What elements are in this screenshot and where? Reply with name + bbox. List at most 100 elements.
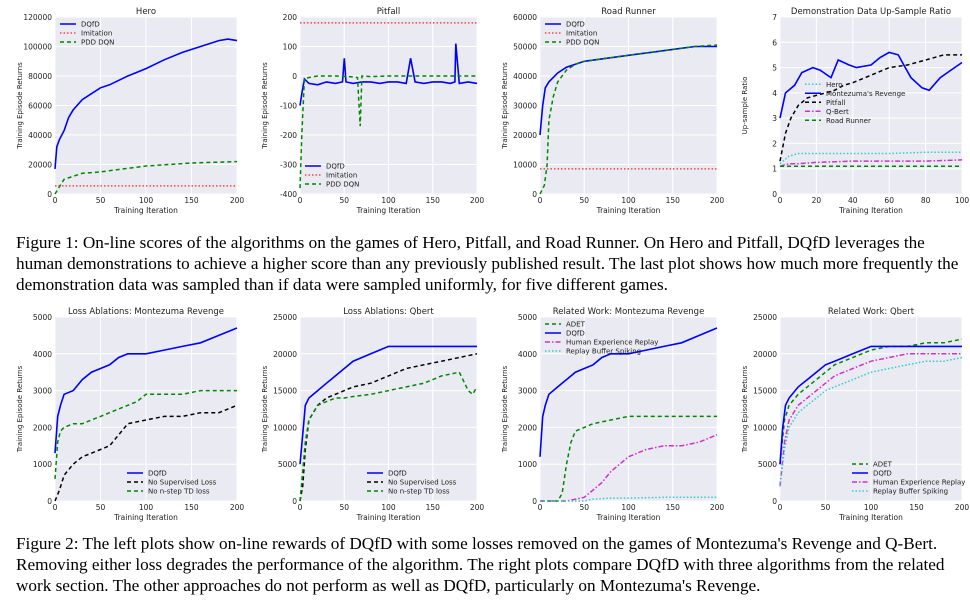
series-line-pdd-dqn	[539, 44, 718, 195]
legend-label-imitation: Imitation	[566, 30, 597, 38]
y-tick-label: 200	[283, 13, 298, 22]
legend-label-dqfd: DQfD	[566, 21, 585, 29]
chart-title: Related Work: Qbert	[828, 307, 915, 317]
x-tick-label: 100	[381, 196, 396, 205]
y-tick-label: 25000	[273, 313, 297, 322]
legend-label-no-n-step-td-loss: No n-step TD loss	[148, 488, 210, 496]
y-axis-label: Training Episode Returns	[261, 365, 269, 453]
chart-title: Pitfall	[377, 7, 401, 17]
series-line-dqfd	[54, 327, 238, 454]
x-axis-label: Training Iteration	[596, 206, 661, 215]
x-tick-label: 150	[184, 503, 199, 512]
x-tick-label: 200	[710, 503, 725, 512]
x-tick-label: 200	[470, 503, 485, 512]
legend-label-dqfd: DQfD	[388, 470, 407, 478]
legend-label-pitfall: Pitfall	[826, 99, 845, 107]
figure-2-row: 0 1000 2000 3000 4000 5000 0 50 100 150 200 Loss Ab…	[0, 300, 970, 525]
x-tick-label: 60	[884, 196, 894, 205]
series-line-dqfd	[539, 327, 718, 457]
y-tick-label: 4	[772, 89, 777, 98]
y-tick-label: 0	[292, 72, 297, 81]
x-tick-label: 150	[426, 503, 441, 512]
series-line-pdd-dqn	[54, 160, 238, 195]
x-axis-label: Training Iteration	[113, 206, 178, 215]
x-tick-label: 50	[339, 196, 349, 205]
y-tick-label: 2000	[33, 423, 52, 432]
series-line-dqfd	[299, 43, 478, 106]
chart-svg: 0 1000 2000 3000 4000 5000 0 50 100 150 200 Related…	[501, 307, 725, 522]
series-line-dqfd	[54, 38, 238, 169]
legend-label-dqfd: DQfD	[81, 21, 100, 29]
series-line-adet	[540, 415, 717, 502]
x-tick-label: 20	[812, 196, 822, 205]
y-tick-label: 2000	[518, 423, 537, 432]
series-line-pitfall	[779, 54, 962, 162]
x-tick-label: 50	[339, 503, 349, 512]
x-tick-label: 50	[579, 503, 589, 512]
x-axis-label: Training Iteration	[838, 206, 903, 215]
series-line-montezuma-s-revenge	[779, 51, 963, 119]
y-tick-label: 20000	[273, 350, 297, 359]
x-tick-label: 0	[53, 503, 58, 512]
y-tick-label: -200	[280, 131, 297, 140]
chart-loss-ablation-montezuma: 0 1000 2000 3000 4000 5000 0 50 100 150 200 Loss Ab…	[0, 304, 245, 526]
legend-label-pdd-dqn: PDD DQN	[81, 39, 114, 47]
y-axis-label: Training Episode Returns	[261, 62, 269, 150]
y-axis-label: Training Episode Returns	[16, 62, 24, 150]
legend-label-pdd-dqn: PDD DQN	[326, 181, 359, 189]
legend-label-human-experience-replay: Human Experience Replay	[566, 339, 658, 347]
legend-label-replay-buffer-spiking: Replay Buffer Spiking	[873, 488, 948, 496]
legend-label-human-experience-replay: Human Experience Replay	[873, 479, 965, 487]
chart-road-runner: 0 10000 20000 30000 40000 50000 60000 0 50 100 150…	[485, 4, 725, 219]
x-tick-label: 200	[230, 196, 245, 205]
chart-upsample-ratio: 0 1 2 3 4 5 6 7 0 20 40 60 80 100 Demonstration Data U…	[725, 4, 970, 219]
chart-svg: 0 10000 20000 30000 40000 50000 60000 0 50 100 150…	[501, 7, 724, 215]
legend-label-imitation: Imitation	[81, 30, 112, 38]
y-axis-label: Up-sample Ratio	[741, 77, 749, 135]
y-tick-label: 40000	[28, 131, 52, 140]
legend-label-adet: ADET	[566, 321, 586, 329]
chart-svg: 0 1000 2000 3000 4000 5000 0 50 100 150 200 Loss Ab…	[16, 307, 244, 522]
legend-label-replay-buffer-spiking: Replay Buffer Spiking	[566, 348, 641, 356]
y-tick-label: 20000	[513, 131, 537, 140]
y-tick-label: 0	[772, 190, 777, 199]
series-line-replay-buffer-spiking	[540, 496, 717, 502]
chart-title: Loss Ablations: Montezuma Revenge	[68, 307, 224, 317]
legend-label-pdd-dqn: PDD DQN	[566, 39, 599, 47]
chart-title: Loss Ablations: Qbert	[343, 307, 434, 317]
figure-2-caption: Figure 2: The left plots show on-line re…	[16, 534, 945, 595]
x-tick-label: 100	[139, 503, 154, 512]
chart-loss-ablation-qbert: 0 5000 10000 15000 20000 25000 0 50 100 150 200 Los…	[245, 304, 485, 526]
y-tick-label: 120000	[23, 13, 52, 22]
x-tick-label: 150	[909, 503, 924, 512]
series-line-no-supervised-loss	[54, 404, 238, 502]
chart-svg: 0 5000 10000 15000 20000 25000 0 50 100 150 200 Rel…	[741, 307, 969, 522]
y-tick-label: 0	[532, 190, 537, 199]
y-tick-label: 10000	[273, 423, 297, 432]
figure-1-caption: Figure 1: On-line scores of the algorith…	[16, 233, 959, 294]
x-axis-label: Training Iteration	[356, 206, 421, 215]
chart-svg: 0 20000 40000 60000 80000 100000 120000 0 50 100 1…	[16, 7, 245, 215]
x-axis-label: Training Iteration	[838, 513, 903, 522]
y-tick-label: 5000	[33, 313, 52, 322]
y-tick-label: 5000	[758, 460, 777, 469]
y-axis-label: Training Episode Returns	[741, 365, 749, 453]
series-line-replay-buffer-spiking	[779, 356, 963, 487]
y-tick-label: 2	[772, 139, 777, 148]
x-tick-label: 150	[426, 196, 441, 205]
x-tick-label: 40	[848, 196, 858, 205]
chart-svg: 0 1 2 3 4 5 6 7 0 20 40 60 80 100 Demonstration Data U…	[741, 7, 969, 215]
chart-related-qbert: 0 5000 10000 15000 20000 25000 0 50 100 150 200 Rel…	[725, 304, 970, 526]
x-tick-label: 100	[139, 196, 154, 205]
legend-label-no-supervised-loss: No Supervised Loss	[148, 479, 217, 487]
x-tick-label: 50	[579, 196, 589, 205]
x-tick-label: 0	[298, 196, 303, 205]
chart-pitfall: -400 -300 -200 -100 0 100 200 0 50 100 150 200 Pitfa…	[245, 4, 485, 219]
chart-svg: -400 -300 -200 -100 0 100 200 0 50 100 150 200 Pitfa…	[261, 7, 485, 215]
x-tick-label: 200	[470, 196, 485, 205]
x-tick-label: 150	[184, 196, 199, 205]
